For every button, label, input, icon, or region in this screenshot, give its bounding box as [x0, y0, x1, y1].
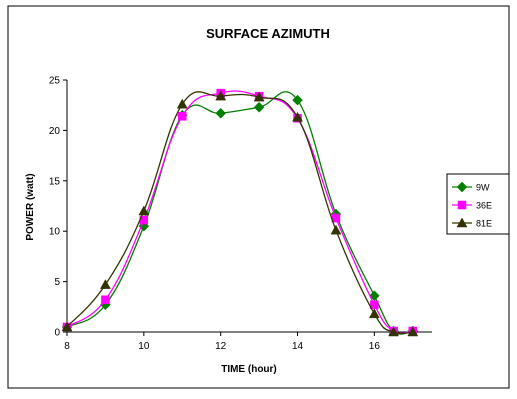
legend-marker — [457, 200, 467, 210]
data-point — [407, 326, 419, 337]
x-tick-label: 14 — [292, 341, 304, 352]
data-point — [253, 91, 265, 102]
y-tick-label: 25 — [49, 76, 61, 87]
data-point — [138, 205, 150, 216]
x-tick-label: 16 — [369, 341, 381, 352]
data-point — [292, 111, 303, 122]
legend-box — [446, 173, 510, 235]
data-point — [176, 98, 188, 109]
legend-label: 36E — [476, 201, 492, 211]
y-tick-label: 0 — [54, 328, 60, 339]
x-axis-label: TIME (hour) — [221, 364, 277, 375]
y-tick-label: 5 — [54, 277, 60, 288]
data-point — [292, 94, 303, 106]
data-point — [215, 90, 227, 101]
data-point — [330, 224, 342, 235]
legend-marker — [456, 217, 468, 228]
data-point — [215, 107, 227, 119]
data-point — [368, 308, 380, 319]
data-point — [101, 295, 110, 304]
y-tick-label: 20 — [49, 126, 61, 137]
y-ticks: 0 5 10 15 20 25 — [49, 76, 67, 339]
x-tick-label: 10 — [138, 341, 150, 352]
legend-marker — [456, 181, 468, 193]
data-point — [99, 279, 111, 289]
data-point — [253, 101, 265, 113]
x-tick-label: 12 — [215, 341, 227, 352]
legend-item: 9W — [452, 181, 490, 193]
data-point — [61, 321, 73, 332]
x-tick-label: 8 — [64, 341, 70, 352]
x-ticks: 8 10 12 14 16 — [64, 332, 380, 352]
legend-label: 81E — [476, 219, 492, 229]
data-point — [388, 326, 400, 337]
y-tick-label: 10 — [49, 227, 61, 238]
y-axis-label: POWER (watt) — [25, 173, 36, 240]
legend-item: 81E — [452, 217, 492, 229]
data-point — [178, 112, 187, 121]
chart-title: SURFACE AZIMUTH — [206, 26, 330, 41]
legend-item: 36E — [452, 201, 492, 211]
legend: 9W 36E 81E — [446, 173, 510, 235]
y-tick-label: 15 — [49, 176, 61, 187]
chart-frame — [7, 5, 510, 389]
legend-label: 9W — [476, 183, 490, 193]
series-81E — [61, 90, 419, 337]
series-layer — [61, 88, 419, 337]
